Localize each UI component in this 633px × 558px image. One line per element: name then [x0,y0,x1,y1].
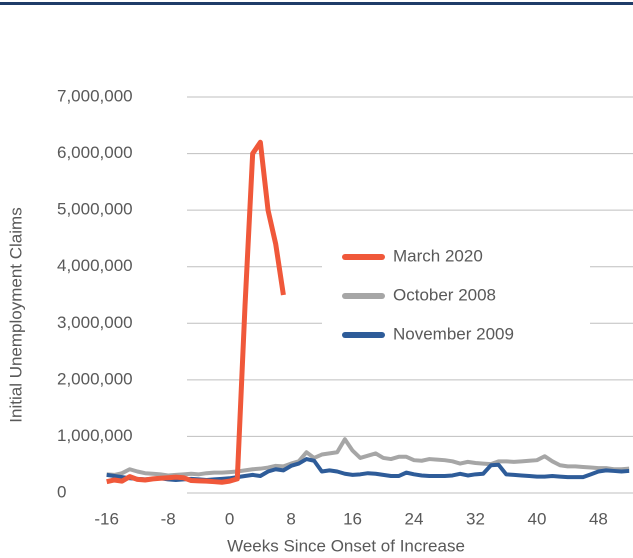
legend-label: March 2020 [393,246,483,265]
y-tick-label: 2,000,000 [57,369,133,388]
y-axis-title: Initial Unemployment Claims [6,207,25,422]
y-tick-label: 4,000,000 [57,256,133,275]
top-rule [0,2,633,5]
y-tick-label: 7,000,000 [57,86,133,105]
y-tick-label: 1,000,000 [57,426,133,445]
x-tick-label: 16 [343,509,362,528]
y-tick-label: 0 [57,482,66,501]
y-tick-label: 5,000,000 [57,200,133,219]
y-tick-label: 6,000,000 [57,143,133,162]
x-axis-title: Weeks Since Onset of Increase [227,536,465,555]
x-tick-label: 8 [286,509,295,528]
x-tick-label: 24 [405,509,424,528]
x-tick-label: 32 [466,509,485,528]
y-tick-label: 3,000,000 [57,313,133,332]
x-tick-label: 48 [589,509,608,528]
x-tick-label: 0 [225,509,234,528]
x-tick-label: 40 [527,509,546,528]
data-line [106,437,630,478]
x-tick-label: -8 [161,509,176,528]
legend-label: November 2009 [393,324,514,343]
data-line [106,139,286,485]
legend-label: October 2008 [393,285,496,304]
x-tick-label: -16 [94,509,119,528]
